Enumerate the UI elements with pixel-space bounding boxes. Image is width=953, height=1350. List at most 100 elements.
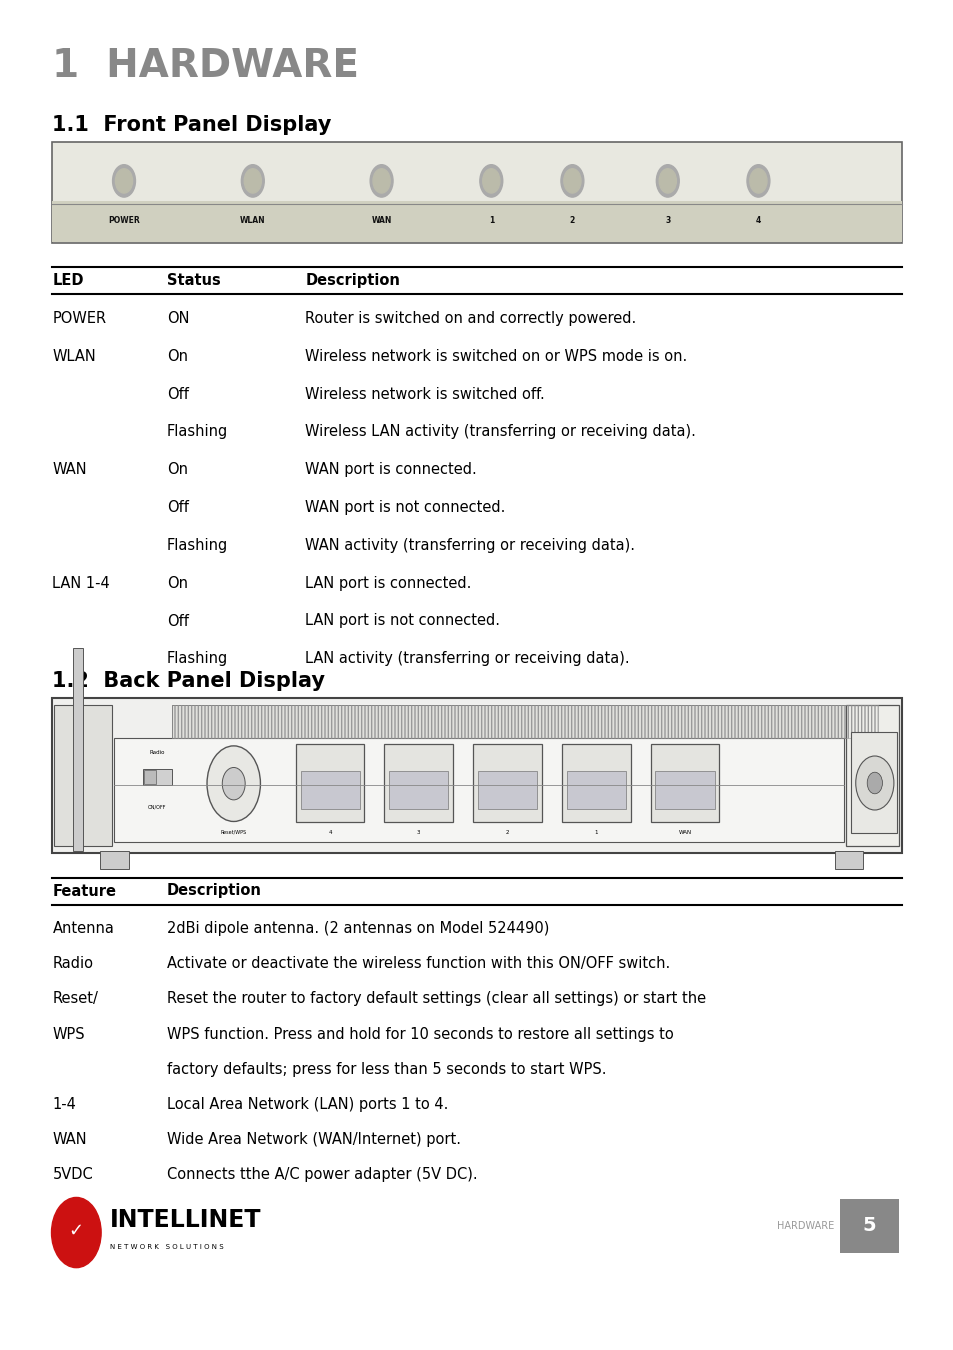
Text: Reset/WPS: Reset/WPS [220,829,247,834]
Text: WPS function. Press and hold for 10 seconds to restore all settings to: WPS function. Press and hold for 10 seco… [167,1026,673,1042]
Text: 1: 1 [594,830,598,836]
Text: 4: 4 [755,216,760,224]
Circle shape [482,169,499,193]
Text: Activate or deactivate the wireless function with this ON/OFF switch.: Activate or deactivate the wireless func… [167,956,670,972]
Text: LAN 1-4: LAN 1-4 [52,575,111,591]
Text: Off: Off [167,386,189,402]
Text: POWER: POWER [108,216,140,224]
Text: Off: Off [167,613,189,629]
Bar [477,771,537,809]
Circle shape [51,1197,101,1268]
Text: 1  HARDWARE: 1 HARDWARE [52,47,359,85]
Circle shape [112,165,135,197]
Text: 2dBi dipole antenna. (2 antennas on Model 524490): 2dBi dipole antenna. (2 antennas on Mode… [167,921,549,937]
Text: Flashing: Flashing [167,651,228,667]
Text: Radio: Radio [52,956,93,972]
Text: WAN port is connected.: WAN port is connected. [305,462,476,478]
Bar [845,705,898,846]
Circle shape [222,767,245,799]
Bar [295,744,364,822]
Text: Wireless LAN activity (transferring or receiving data).: Wireless LAN activity (transferring or r… [305,424,696,440]
Text: Connects tthe A/C power adapter (5V DC).: Connects tthe A/C power adapter (5V DC). [167,1166,477,1183]
Text: 1: 1 [488,216,494,224]
Bar [655,771,714,809]
Circle shape [244,169,261,193]
Text: LED: LED [52,273,84,289]
Circle shape [563,169,580,193]
Circle shape [855,756,893,810]
Bar [389,771,448,809]
Text: LAN port is connected.: LAN port is connected. [305,575,471,591]
Text: WPS: WPS [52,1026,85,1042]
Text: N E T W O R K   S O L U T I O N S: N E T W O R K S O L U T I O N S [110,1245,223,1250]
Bar [54,705,112,846]
Circle shape [659,169,676,193]
Circle shape [241,165,264,197]
Text: factory defaults; press for less than 5 seconds to start WPS.: factory defaults; press for less than 5 … [167,1061,606,1077]
Bar [52,142,901,243]
Text: ON: ON [167,310,190,327]
Circle shape [866,772,882,794]
Text: LAN port is not connected.: LAN port is not connected. [305,613,499,629]
Text: 2: 2 [569,216,575,224]
Text: WAN port is not connected.: WAN port is not connected. [305,500,505,516]
Text: Flashing: Flashing [167,424,228,440]
Bar [850,732,896,833]
Text: WLAN: WLAN [240,216,265,224]
Text: On: On [167,348,188,364]
Text: Description: Description [167,883,261,899]
Bar [52,201,901,242]
Bar [839,1199,898,1253]
Text: Wireless network is switched on or WPS mode is on.: Wireless network is switched on or WPS m… [305,348,687,364]
Text: INTELLINET: INTELLINET [110,1208,261,1233]
Text: Router is switched on and correctly powered.: Router is switched on and correctly powe… [305,310,636,327]
Text: 1.1  Front Panel Display: 1.1 Front Panel Display [52,115,332,135]
Text: 4: 4 [328,830,332,836]
Text: Flashing: Flashing [167,537,228,554]
Bar [172,705,877,738]
Bar [100,850,129,869]
Text: 5VDC: 5VDC [866,736,882,741]
Text: Reset the router to factory default settings (clear all settings) or start the: Reset the router to factory default sett… [167,991,705,1007]
Text: On: On [167,462,188,478]
Bar [561,744,630,822]
Text: Wide Area Network (WAN/Internet) port.: Wide Area Network (WAN/Internet) port. [167,1131,460,1148]
Text: Local Area Network (LAN) ports 1 to 4.: Local Area Network (LAN) ports 1 to 4. [167,1096,448,1112]
Circle shape [656,165,679,197]
Text: Radio: Radio [150,751,165,755]
Text: On: On [167,575,188,591]
Circle shape [373,169,390,193]
Text: HARDWARE: HARDWARE [777,1220,834,1231]
Bar [473,744,541,822]
Text: 5VDC: 5VDC [52,1166,93,1183]
Text: 1.2  Back Panel Display: 1.2 Back Panel Display [52,671,325,691]
Bar [143,768,172,786]
Text: ON/OFF: ON/OFF [148,805,167,809]
Text: POWER: POWER [52,310,107,327]
Bar [566,771,625,809]
Bar [300,771,359,809]
Circle shape [207,747,260,821]
Circle shape [115,169,132,193]
Text: WAN: WAN [52,462,87,478]
Text: WAN: WAN [678,830,691,836]
Text: 5: 5 [862,1216,875,1235]
Bar [172,705,877,738]
Text: WAN: WAN [371,216,392,224]
Circle shape [479,165,502,197]
Circle shape [749,169,766,193]
Text: ⊕⊖⊕: ⊕⊖⊕ [865,819,882,825]
Bar [73,648,83,850]
Text: Feature: Feature [52,883,116,899]
Circle shape [746,165,769,197]
Text: 3: 3 [664,216,670,224]
Bar [384,744,453,822]
Text: ✓: ✓ [69,1222,84,1241]
Text: WAN: WAN [52,1131,87,1148]
Text: Wireless network is switched off.: Wireless network is switched off. [305,386,544,402]
Text: 2: 2 [505,830,509,836]
Bar [52,698,901,853]
Text: 1-4: 1-4 [52,1096,76,1112]
Text: Description: Description [305,273,399,289]
Text: WAN activity (transferring or receiving data).: WAN activity (transferring or receiving … [305,537,635,554]
